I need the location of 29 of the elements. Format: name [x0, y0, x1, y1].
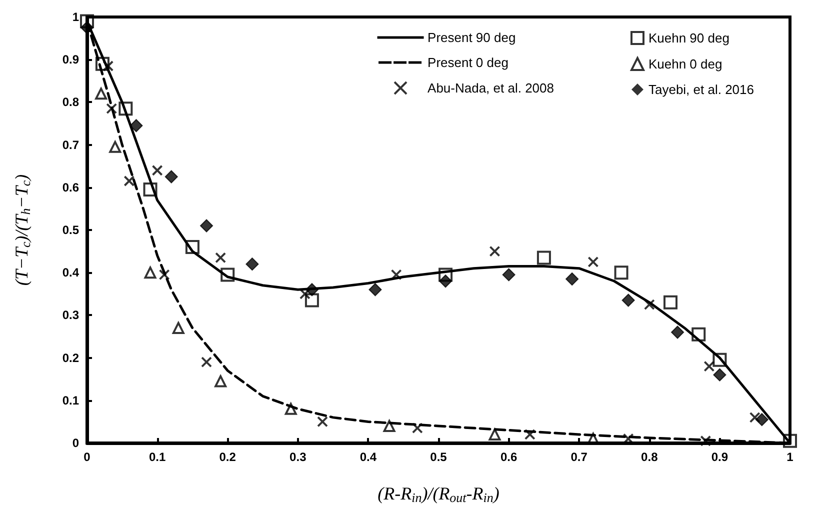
y-tick-label: 0.8 [62, 95, 80, 110]
legend-label: Tayebi, et al. 2016 [648, 82, 754, 97]
x-tick-label: 0.9 [711, 450, 728, 464]
x-tick-label: 0.4 [360, 450, 377, 464]
x-tick-label: 0.5 [430, 450, 448, 464]
legend-label: Present 90 deg [428, 30, 516, 45]
y-tick-label: 0.9 [62, 52, 80, 67]
y-tick-label: 0.4 [62, 266, 80, 280]
x-tick-label: 0 [84, 450, 91, 464]
legend-label: Kuehn 90 deg [648, 30, 730, 46]
y-tick-label: 0.5 [62, 223, 80, 237]
x-tick-label: 0.7 [570, 450, 588, 464]
y-tick-label: 0.6 [62, 180, 80, 194]
y-tick-label: 0.1 [62, 393, 80, 408]
x-tick-label: 1 [786, 450, 794, 464]
x-tick-label: 0.6 [500, 450, 518, 464]
x-tick-label: 0.8 [641, 450, 658, 464]
y-axis-title: (T−Tc)/(Th−Tc) [12, 174, 33, 286]
y-tick-label: 0.7 [62, 138, 80, 152]
legend-label: Kuehn 0 deg [648, 56, 722, 72]
y-tick-label: 1 [72, 10, 80, 24]
x-tick-label: 0.3 [290, 450, 307, 464]
legend-label: Abu-Nada, et al. 2008 [428, 80, 554, 96]
legend-label: Present 0 deg [428, 55, 508, 70]
y-tick-label: 0.2 [62, 350, 80, 365]
x-tick-label: 0.2 [219, 450, 236, 464]
x-tick-label: 0.1 [148, 450, 166, 464]
y-tick-label: 0 [72, 436, 80, 450]
y-tick-label: 0.3 [62, 308, 80, 322]
